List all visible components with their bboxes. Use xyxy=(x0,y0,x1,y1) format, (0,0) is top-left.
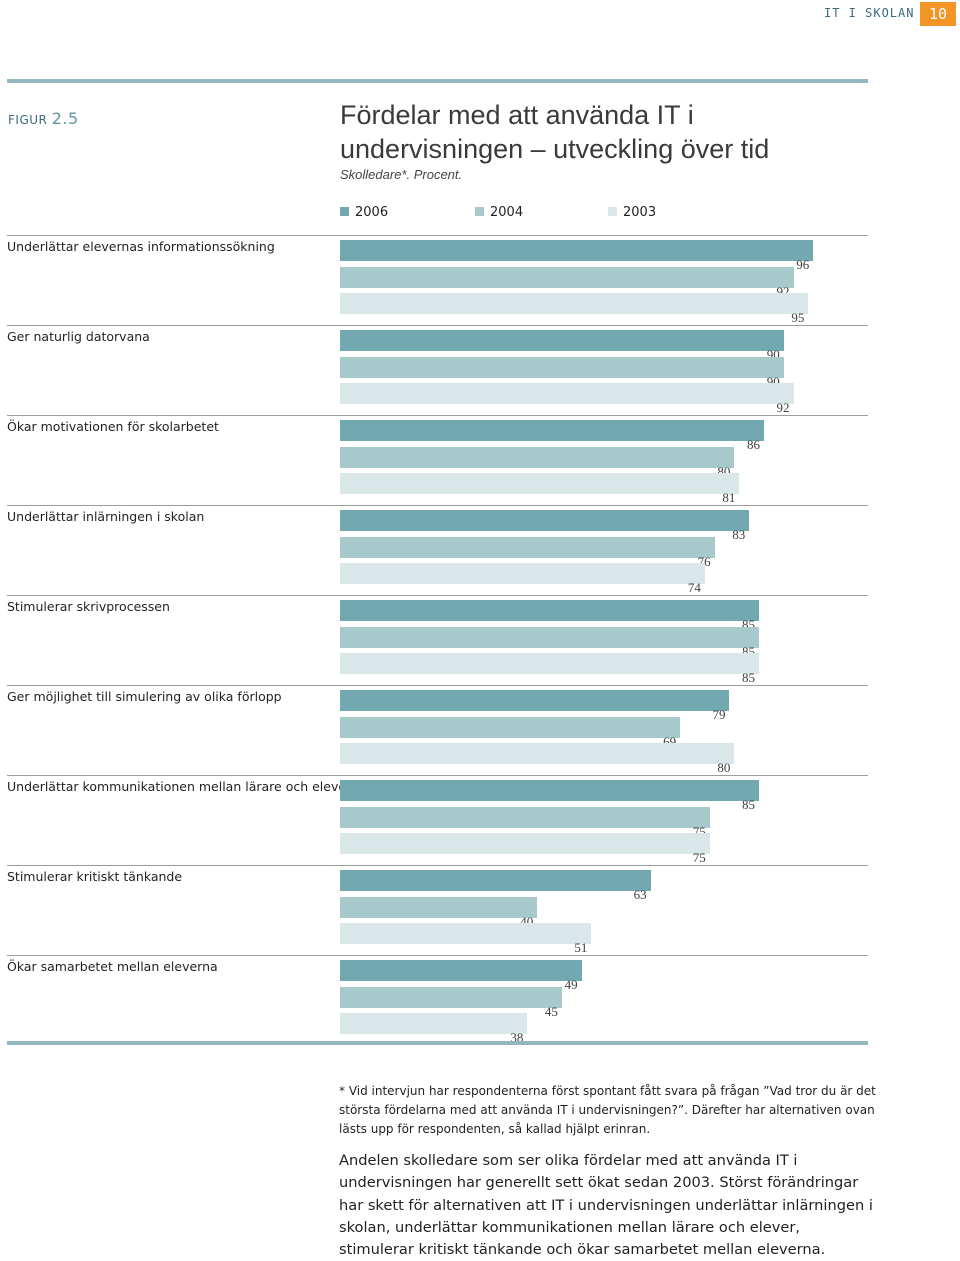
figure-label-prefix: FIGUR xyxy=(8,113,48,127)
bar-2003 xyxy=(340,293,809,314)
bar-2003 xyxy=(340,743,735,764)
category-label: Ökar samarbetet mellan eleverna xyxy=(7,959,218,974)
bar-2004 xyxy=(340,806,710,828)
chart-subtitle: Skolledare*. Procent. xyxy=(340,167,463,182)
bar-2006 xyxy=(340,780,760,801)
bar-2004 xyxy=(340,536,715,558)
bar-2004 xyxy=(340,446,735,468)
group-divider xyxy=(7,955,868,956)
legend-label-2003: 2003 xyxy=(623,205,657,220)
figure-label-number: 2.5 xyxy=(51,109,79,128)
legend-swatch-2006 xyxy=(340,207,349,216)
data-label-2006: 85 xyxy=(742,797,756,812)
data-label-2006: 83 xyxy=(732,527,746,542)
bar-2003 xyxy=(340,833,710,854)
category-label: Underlättar kommunikationen mellan lärar… xyxy=(7,779,352,794)
summary-text: Andelen skolledare som ser olika fördela… xyxy=(339,1152,873,1259)
group-divider xyxy=(7,865,868,866)
category-label: Ger möjlighet till simulering av olika f… xyxy=(7,689,282,704)
data-label-2003: 92 xyxy=(776,400,790,415)
bar-2004 xyxy=(340,266,794,288)
bar-2004 xyxy=(340,626,760,648)
chart-bottom-rule xyxy=(7,1041,868,1045)
bar-2003 xyxy=(340,383,794,404)
bar-2006 xyxy=(340,960,582,981)
data-label-2003: 85 xyxy=(742,670,756,685)
top-rule xyxy=(7,79,868,83)
bar-2006 xyxy=(340,870,651,891)
data-label-2004: 45 xyxy=(544,1003,558,1019)
group-divider xyxy=(7,595,868,596)
section-label: IT I SKOLAN xyxy=(824,6,915,20)
category-label: Stimulerar skrivprocessen xyxy=(7,599,170,614)
category-label: Underlättar elevernas informationssöknin… xyxy=(7,239,275,254)
page-number: 10 xyxy=(920,2,956,26)
bar-2004 xyxy=(340,356,784,378)
bar-2004 xyxy=(340,896,538,918)
group-divider xyxy=(7,685,868,686)
data-label-2003: 81 xyxy=(722,490,736,505)
data-label-2006: 79 xyxy=(712,707,726,722)
category-label: Stimulerar kritiskt tänkande xyxy=(7,869,183,884)
bar-2003 xyxy=(340,1013,528,1034)
data-label-2003: 74 xyxy=(687,580,701,595)
legend-label-2006: 2006 xyxy=(355,205,389,220)
bar-2006 xyxy=(340,420,764,441)
chart-title: Fördelar med att använda IT i undervisni… xyxy=(340,100,770,164)
bar-2004 xyxy=(340,716,681,738)
data-label-2003: 80 xyxy=(717,760,731,775)
group-divider xyxy=(7,775,868,776)
bar-2006 xyxy=(340,240,814,261)
data-label-2006: 86 xyxy=(746,437,760,452)
data-label-2006: 49 xyxy=(564,977,578,992)
bar-2003 xyxy=(340,653,760,674)
bar-2006 xyxy=(340,690,730,711)
legend-swatch-2003 xyxy=(608,207,617,216)
category-label: Underlättar inlärningen i skolan xyxy=(7,509,205,524)
group-divider xyxy=(7,325,868,326)
bar-2006 xyxy=(340,510,750,531)
data-label-2006: 63 xyxy=(633,887,647,902)
legend-item-2003: 2003 xyxy=(608,205,656,220)
bar-2004 xyxy=(340,986,562,1008)
bar-2006 xyxy=(340,600,760,621)
footnote: * Vid intervjun har respondenterna först… xyxy=(339,1084,876,1136)
category-label: Ger naturlig datorvana xyxy=(7,329,150,344)
bar-2003 xyxy=(340,563,705,584)
legend-swatch-2004 xyxy=(475,207,484,216)
bar-2003 xyxy=(340,923,592,944)
legend-label-2004: 2004 xyxy=(490,205,524,220)
chart-legend: 2006 2004 2003 xyxy=(340,205,740,223)
bar-2003 xyxy=(340,473,740,494)
data-label-2006: 96 xyxy=(796,257,810,272)
category-label: Ökar motivationen för skolarbetet xyxy=(7,419,219,434)
figure-label: FIGUR 2.5 xyxy=(8,109,79,128)
legend-item-2006: 2006 xyxy=(340,205,388,220)
data-label-2003: 75 xyxy=(692,850,706,865)
group-divider xyxy=(7,415,868,416)
group-divider xyxy=(7,505,868,506)
bar-2006 xyxy=(340,330,784,351)
legend-item-2004: 2004 xyxy=(475,205,523,220)
data-label-2003: 95 xyxy=(791,310,805,325)
data-label-2003: 51 xyxy=(574,940,588,955)
group-divider xyxy=(7,235,868,236)
